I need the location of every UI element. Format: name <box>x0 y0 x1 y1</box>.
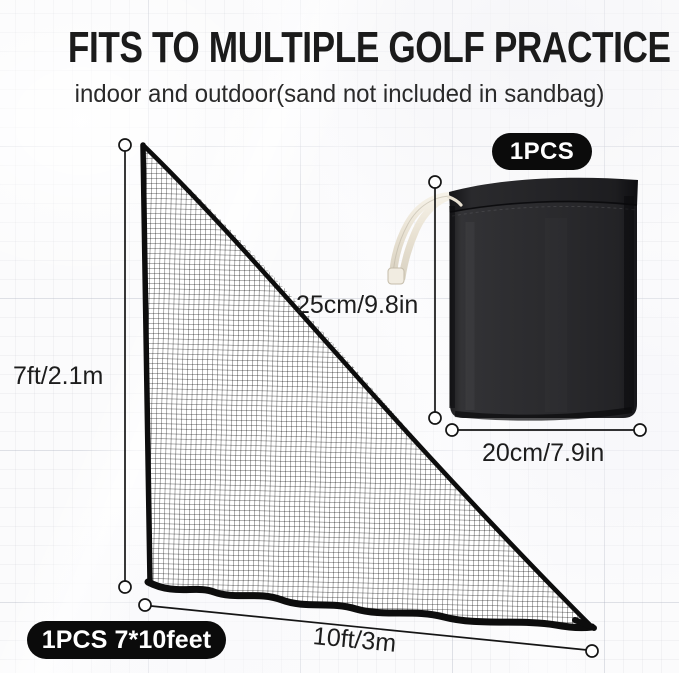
bag-quantity-badge: 1PCS <box>492 133 592 170</box>
bag-width-label: 20cm/7.9in <box>482 439 605 467</box>
bag-dimension-lines <box>428 175 647 437</box>
page-title: FITS TO MULTIPLE GOLF PRACTICE USE <box>67 23 679 72</box>
net-quantity-size-badge: 1PCS 7*10feet <box>27 621 226 659</box>
net-height-label: 7ft/2.1m <box>13 362 104 390</box>
sandbag-illustration <box>387 177 638 421</box>
drawstring-cord <box>387 192 456 285</box>
page-subtitle: indoor and outdoor(sand not included in … <box>74 80 605 108</box>
net-dimension-lines <box>118 138 599 658</box>
bag-height-label: 25cm/9.8in <box>296 291 419 319</box>
